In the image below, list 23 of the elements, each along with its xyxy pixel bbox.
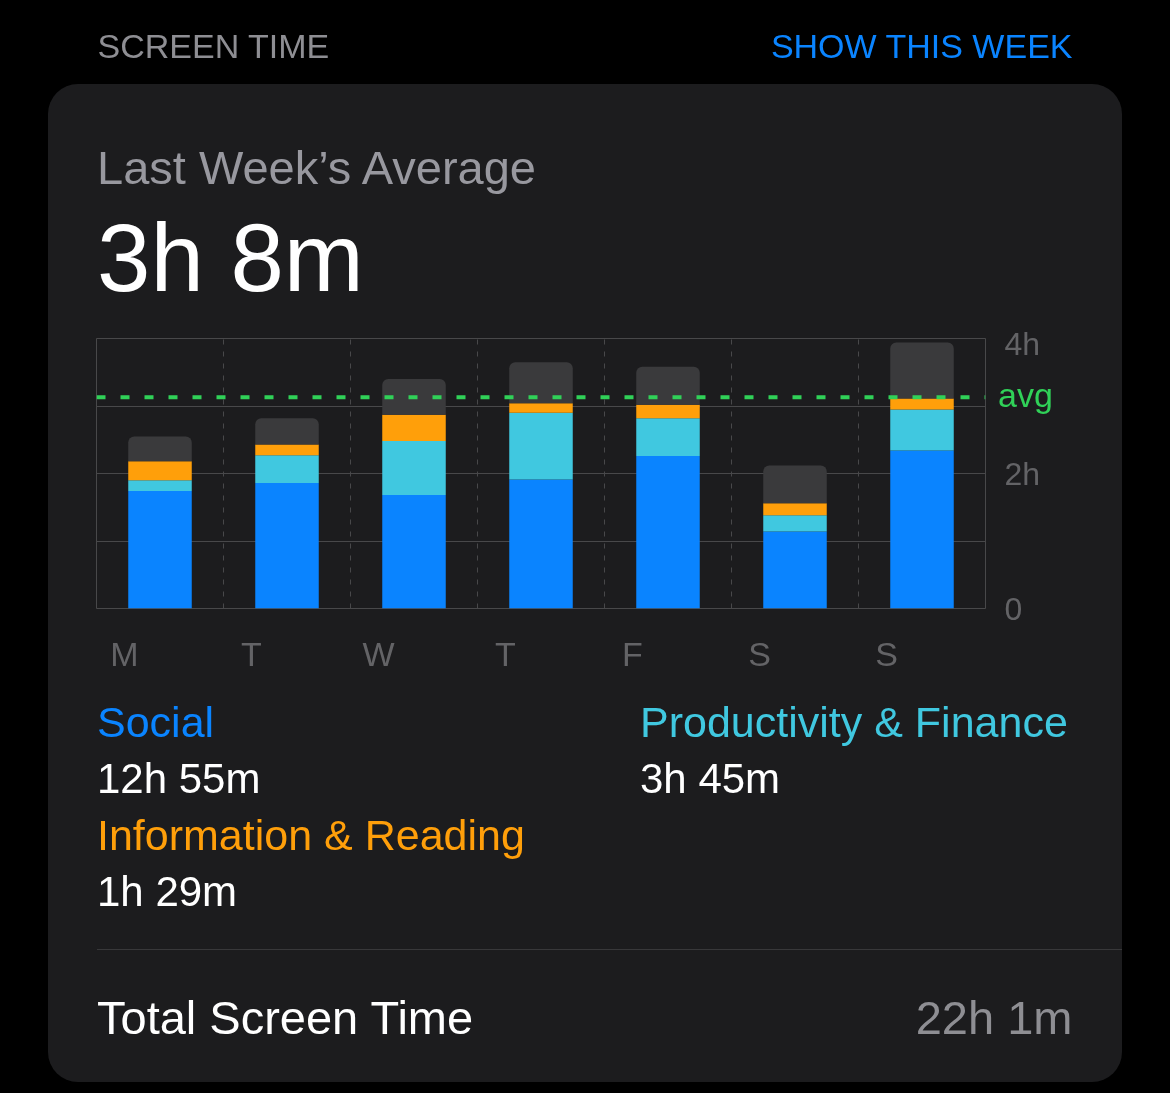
x-tick-label: W	[362, 634, 395, 673]
text: Productivity & Finance	[640, 698, 1068, 747]
x-tick-label: F	[622, 634, 643, 673]
text: Information & Reading	[97, 811, 525, 860]
x-tick-label: M	[110, 634, 139, 673]
y-tick-label: 0	[1004, 590, 1023, 627]
ref-line-label: avg	[998, 375, 1053, 414]
x-tick-label: T	[241, 634, 262, 673]
y-tick-label: 2h	[1004, 455, 1041, 492]
text: 1h 29m	[97, 867, 238, 915]
text: Total Screen Time	[97, 991, 474, 1045]
y-tick-label: 4h	[1004, 325, 1041, 362]
chart-subtitle: 3h 8m	[97, 203, 364, 311]
text: 22h 1m	[915, 991, 1073, 1045]
text: SCREEN TIME	[97, 26, 330, 65]
x-tick-label: T	[495, 634, 516, 673]
text: 3h 45m	[640, 754, 781, 802]
text: 12h 55m	[97, 754, 261, 802]
x-tick-label: S	[748, 634, 771, 673]
text: SHOW THIS WEEK	[770, 26, 1073, 65]
x-tick-label: S	[875, 634, 898, 673]
chart-title: Last Week’s Average	[97, 141, 536, 195]
text: Social	[97, 698, 215, 747]
